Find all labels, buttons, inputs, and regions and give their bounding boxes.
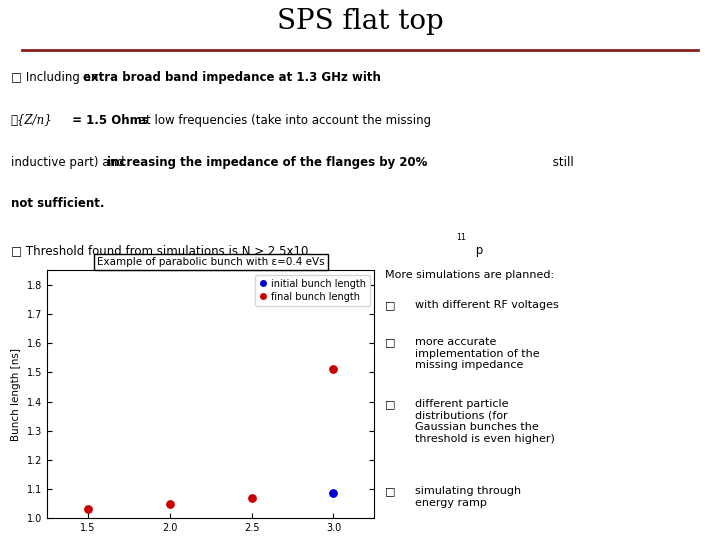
Legend: initial bunch length, final bunch length: initial bunch length, final bunch length [255, 275, 369, 306]
Text: More simulations are planned:: More simulations are planned: [385, 270, 554, 280]
Text: □: □ [385, 399, 396, 409]
Text: inductive part) and: inductive part) and [11, 156, 128, 168]
X-axis label: Intensity [x10$^{11}$]: Intensity [x10$^{11}$] [167, 539, 254, 540]
Text: increasing the impedance of the flanges by 20%: increasing the impedance of the flanges … [107, 156, 427, 168]
Text: □ Including an: □ Including an [11, 71, 102, 84]
Point [82, 505, 94, 514]
Y-axis label: Bunch length [ns]: Bunch length [ns] [11, 348, 21, 441]
Text: still: still [549, 156, 573, 168]
Text: □ Threshold found from simulations is N > 2.5x10: □ Threshold found from simulations is N … [11, 244, 308, 257]
Text: extra broad band impedance at 1.3 GHz with: extra broad band impedance at 1.3 GHz wi… [83, 71, 381, 84]
Text: simulating through
energy ramp: simulating through energy ramp [415, 486, 521, 508]
Text: SPS flat top: SPS flat top [276, 8, 444, 35]
Text: with different RF voltages: with different RF voltages [415, 300, 559, 310]
Point [328, 365, 339, 374]
Text: Example of parabolic bunch with ε=0.4 eVs: Example of parabolic bunch with ε=0.4 eV… [96, 257, 325, 267]
Text: not sufficient.: not sufficient. [11, 197, 104, 210]
Point [246, 494, 257, 502]
Point [328, 489, 339, 497]
Text: more accurate
implementation of the
missing impedance: more accurate implementation of the miss… [415, 337, 539, 370]
Text: different particle
distributions (for
Gaussian bunches the
threshold is even hig: different particle distributions (for Ga… [415, 399, 554, 444]
Text: = 1.5 Ohms: = 1.5 Ohms [68, 114, 149, 127]
Text: □: □ [385, 486, 396, 496]
Text: □: □ [385, 300, 396, 310]
Text: □: □ [385, 337, 396, 347]
Text: ℑ{Z/n}: ℑ{Z/n} [11, 114, 53, 127]
Text: p: p [472, 244, 483, 257]
Text: 11: 11 [456, 233, 466, 242]
Text: at low frequencies (take into account the missing: at low frequencies (take into account th… [135, 114, 431, 127]
Point [164, 500, 176, 509]
